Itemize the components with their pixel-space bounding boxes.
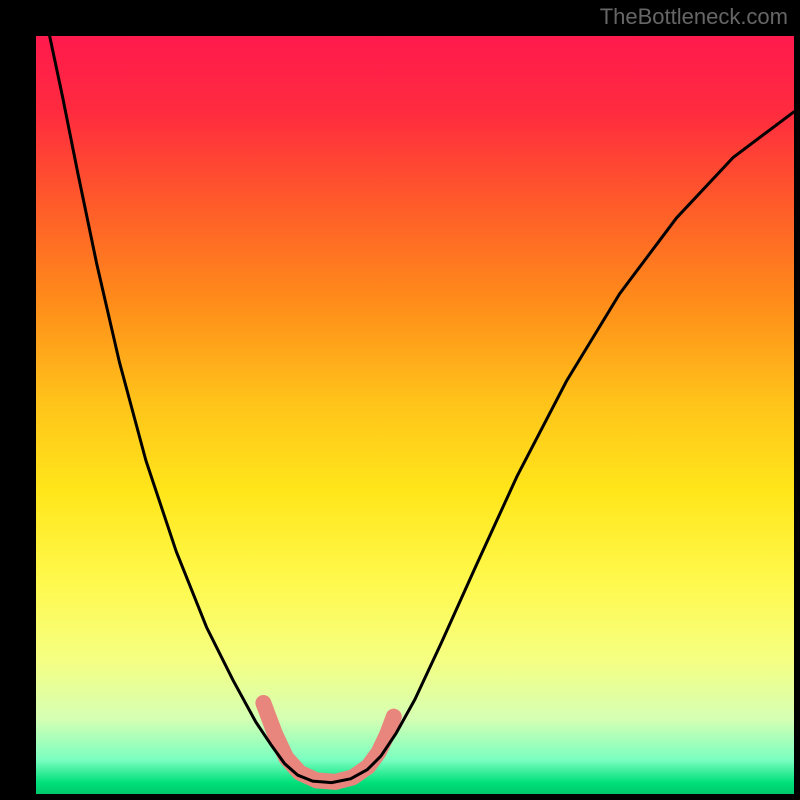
- bottleneck-curve: [50, 36, 794, 783]
- watermark-text: TheBottleneck.com: [600, 4, 788, 30]
- bottleneck-curve-highlight: [263, 703, 393, 782]
- plot-svg: [36, 36, 794, 794]
- plot-area: [36, 36, 794, 794]
